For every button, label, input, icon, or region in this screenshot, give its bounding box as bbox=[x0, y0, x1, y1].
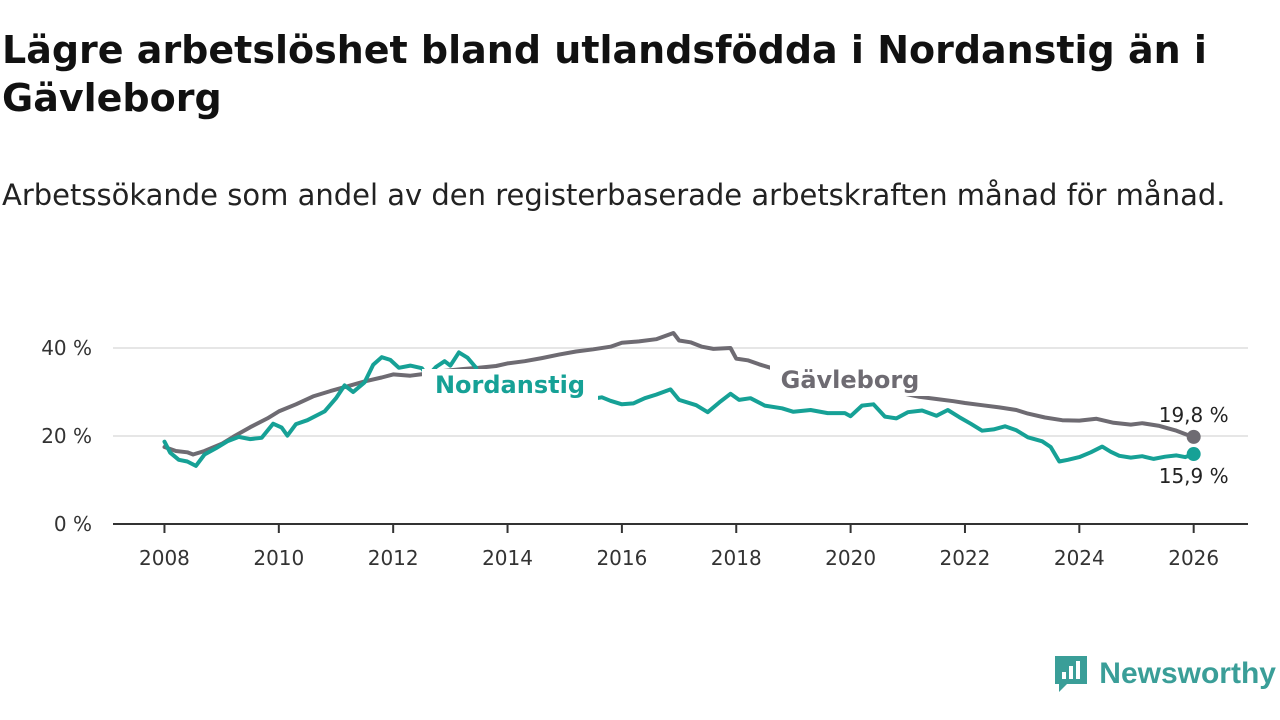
end-value-nordanstig: 15,9 % bbox=[1159, 464, 1229, 488]
y-tick-label: 0 % bbox=[54, 512, 92, 536]
series-lines bbox=[162, 331, 1201, 468]
x-tick-label: 2016 bbox=[596, 546, 647, 570]
newsworthy-brand: Newsworthy bbox=[1053, 652, 1276, 696]
nordanstig-end-marker bbox=[1186, 447, 1201, 462]
brand-name: Newsworthy bbox=[1099, 657, 1276, 690]
x-tick-label: 2012 bbox=[368, 546, 419, 570]
x-tick-label: 2010 bbox=[253, 546, 304, 570]
newsworthy-logo-icon bbox=[1055, 656, 1088, 692]
end-value-gavleborg: 19,8 % bbox=[1159, 403, 1229, 427]
x-tick-label: 2022 bbox=[940, 546, 991, 570]
x-tick-label: 2024 bbox=[1054, 546, 1105, 570]
x-tick-label: 2020 bbox=[825, 546, 876, 570]
series-label-nordanstig: Nordanstig bbox=[435, 371, 585, 399]
series-labels: Gävleborg Nordanstig 19,8 % 15,9 % bbox=[422, 364, 1229, 488]
x-tick-label: 2018 bbox=[711, 546, 762, 570]
gavleborg-end-marker bbox=[1186, 429, 1201, 444]
label-halo bbox=[770, 364, 930, 396]
x-tick-label: 2008 bbox=[139, 546, 190, 570]
line-chart: 0 % 20 % 40 % 2008 2010 2012 2014 2016 2018 2020… bbox=[41, 331, 1248, 570]
x-tick-label: 2026 bbox=[1168, 546, 1219, 570]
gridlines bbox=[113, 347, 1248, 437]
chart-title: Lägre arbetslöshet bland utlandsfödda i … bbox=[2, 28, 1207, 120]
y-axis-ticks: 0 % 20 % 40 % bbox=[41, 336, 92, 536]
y-tick-label: 40 % bbox=[41, 336, 92, 360]
x-tick-label: 2014 bbox=[482, 546, 533, 570]
label-halo bbox=[422, 369, 598, 401]
series-line-gavleborg bbox=[162, 331, 1196, 457]
series-label-gavleborg: Gävleborg bbox=[781, 366, 920, 394]
y-tick-label: 20 % bbox=[41, 424, 92, 448]
chart-subtitle: Arbetssökande som andel av den registerb… bbox=[2, 178, 1226, 212]
x-axis-ticks: 2008 2010 2012 2014 2016 2018 2020 2022 2024 2026 bbox=[113, 523, 1248, 570]
series-line-nordanstig-cont bbox=[579, 387, 1196, 464]
